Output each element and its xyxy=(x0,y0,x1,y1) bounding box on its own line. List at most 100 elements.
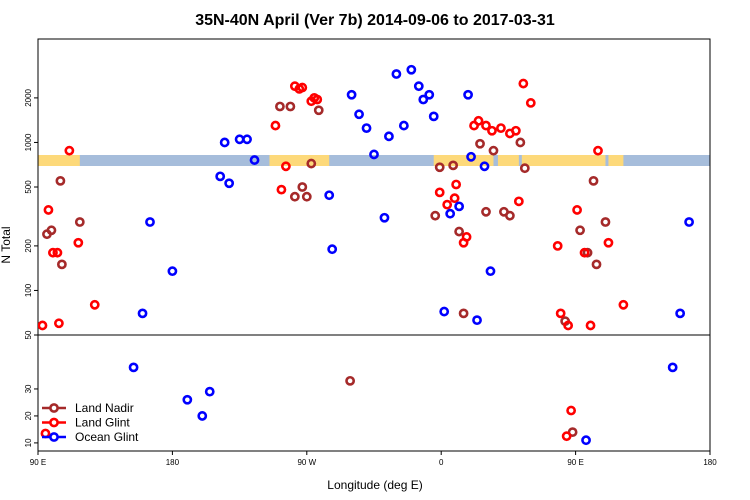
y-tick-label: 10 xyxy=(24,438,33,447)
land-glint-point xyxy=(593,145,603,156)
ocean-glint-point xyxy=(354,109,364,120)
land-nadir-point xyxy=(448,160,459,171)
land-glint-point xyxy=(473,115,484,126)
ocean-glint-point xyxy=(182,394,193,405)
land-glint-point xyxy=(563,320,574,331)
chart-title: 35N-40N April (Ver 7b) 2014-09-06 to 201… xyxy=(195,12,555,29)
land-nadir-point xyxy=(588,175,599,186)
ocean-glint-point xyxy=(197,411,208,421)
ocean-glint-point xyxy=(128,362,139,373)
y-axis-label: N Total xyxy=(0,226,13,263)
legend-label: Land Glint xyxy=(75,416,130,430)
y-tick-label: 2000 xyxy=(24,88,33,106)
map-land-segment xyxy=(497,155,519,166)
ocean-glint-point xyxy=(581,435,591,446)
ocean-glint-point xyxy=(454,201,465,212)
x-tick-label: 90 E xyxy=(567,458,583,467)
map-land-segment xyxy=(433,155,494,166)
x-tick-label: 180 xyxy=(166,458,180,467)
land-glint-point xyxy=(555,308,566,319)
land-nadir-point xyxy=(481,206,491,217)
land-glint-point xyxy=(43,205,54,215)
land-glint-point xyxy=(603,237,614,248)
ocean-glint-point xyxy=(167,266,178,277)
x-tick-label: 0 xyxy=(439,458,444,467)
legend-marker xyxy=(49,432,59,442)
land-nadir-point xyxy=(591,259,602,270)
land-glint-point xyxy=(525,98,536,108)
land-nadir-point xyxy=(46,225,57,236)
land-glint-point xyxy=(451,179,462,190)
map-land-segment xyxy=(38,155,80,166)
land-nadir-point xyxy=(275,101,285,112)
land-glint-point xyxy=(481,120,491,131)
ocean-glint-point xyxy=(369,149,379,160)
land-glint-point xyxy=(54,318,64,329)
plot-border xyxy=(37,38,711,452)
ocean-glint-point xyxy=(439,306,450,317)
ocean-glint-point xyxy=(463,89,473,100)
land-nadir-point xyxy=(297,182,308,192)
land-nadir-point xyxy=(55,175,66,186)
x-tick-label: 90 W xyxy=(297,458,316,467)
y-tick-label: 50 xyxy=(24,330,33,339)
data-points xyxy=(38,64,694,446)
ocean-glint-point xyxy=(418,94,429,105)
y-axis-lower: 10 20 30 50 xyxy=(24,330,38,447)
land-nadir-point xyxy=(515,137,526,148)
map-land-segment xyxy=(521,155,606,166)
land-glint-point xyxy=(561,431,572,442)
land-glint-point xyxy=(270,120,281,131)
land-nadir-point xyxy=(306,158,317,169)
land-glint-point xyxy=(518,78,529,89)
y-tick-label: 20 xyxy=(24,411,33,420)
land-nadir-point xyxy=(458,308,469,319)
ocean-glint-point xyxy=(472,315,482,326)
y-tick-label: 200 xyxy=(24,239,33,253)
y-tick-label: 500 xyxy=(24,180,33,194)
land-glint-point xyxy=(461,232,472,242)
map-land-segment xyxy=(608,155,624,166)
land-nadir-point xyxy=(600,217,611,227)
land-nadir-point xyxy=(313,105,324,116)
ocean-glint-point xyxy=(424,89,435,100)
land-glint-point xyxy=(585,320,596,331)
map-land-segment xyxy=(269,155,330,166)
y-axis-upper: 100 200 500 1000 2000 xyxy=(24,88,38,297)
land-glint-point xyxy=(52,247,63,258)
ocean-glint-point xyxy=(137,308,148,319)
land-nadir-point xyxy=(289,191,300,202)
land-nadir-point xyxy=(56,259,67,270)
land-nadir-point xyxy=(475,138,485,149)
ocean-glint-point xyxy=(479,161,490,172)
lower-panel-points xyxy=(40,362,678,446)
ocean-glint-point xyxy=(413,81,424,92)
ocean-glint-point xyxy=(215,171,226,182)
land-nadir-point xyxy=(504,210,515,221)
ocean-glint-point xyxy=(145,217,155,227)
legend-label: Land Nadir xyxy=(75,401,134,415)
land-glint-point xyxy=(618,299,629,310)
land-glint-point xyxy=(513,196,524,207)
land-nadir-point xyxy=(519,163,530,174)
ocean-glint-point xyxy=(379,212,390,223)
ocean-glint-point xyxy=(406,64,417,75)
ocean-glint-point xyxy=(224,178,235,189)
land-nadir-point xyxy=(74,217,85,227)
y-tick-label: 1000 xyxy=(24,133,33,151)
ocean-glint-point xyxy=(219,137,230,148)
land-nadir-point xyxy=(488,145,499,156)
legend-marker xyxy=(49,417,59,428)
ocean-glint-point xyxy=(346,89,357,100)
world-map-strip xyxy=(38,155,710,166)
ocean-glint-point xyxy=(675,308,686,319)
legend-marker xyxy=(49,403,59,413)
ocean-glint-point xyxy=(242,134,252,145)
land-glint-point xyxy=(510,125,521,136)
land-glint-point xyxy=(487,125,497,136)
land-glint-point xyxy=(64,145,75,156)
land-glint-point xyxy=(38,320,48,331)
ocean-glint-point xyxy=(466,151,476,162)
